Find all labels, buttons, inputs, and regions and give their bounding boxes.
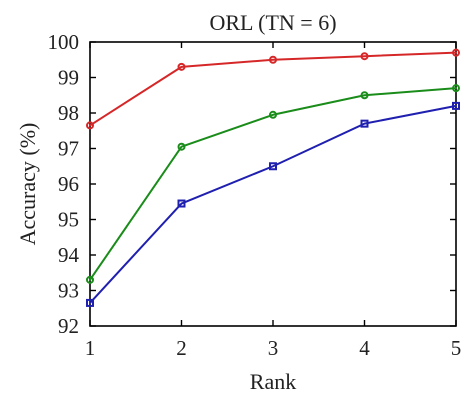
series-1-point: [86, 121, 94, 130]
y-axis-ticks: 92 93 94 95 96 97 98 99 100: [48, 30, 456, 338]
series-3-point: [269, 162, 277, 171]
series-3-point: [86, 298, 94, 307]
y-axis-label: Accuracy (%): [15, 123, 40, 246]
series-1-line: [89, 51, 457, 127]
x-tick-label: 1: [85, 336, 96, 360]
series-3-point: [360, 119, 369, 128]
y-tick-label: 94: [58, 243, 80, 267]
plot-frame: [89, 41, 457, 327]
chart-title: ORL (TN = 6): [209, 10, 336, 35]
y-tick-label: 93: [58, 279, 79, 303]
x-axis-label: Rank: [250, 369, 296, 394]
series-2-point: [177, 142, 186, 151]
series-1-point: [452, 48, 460, 57]
series-1-point: [360, 52, 369, 61]
y-tick-label: 100: [48, 30, 80, 54]
x-tick-label: 3: [268, 336, 279, 360]
series-1-point: [177, 62, 186, 71]
y-tick-label: 97: [58, 137, 79, 161]
series-3-line: [89, 104, 457, 304]
series-3-point: [177, 199, 186, 208]
series-2-line: [89, 87, 457, 281]
series-2-point: [452, 84, 460, 93]
series-3: [86, 101, 460, 307]
y-tick-label: 98: [58, 101, 79, 125]
x-axis-ticks: 1 2 3 4 5: [85, 42, 462, 360]
series-2-point: [360, 91, 369, 100]
y-tick-label: 99: [58, 66, 79, 90]
series-1: [86, 48, 460, 130]
series-2: [86, 84, 460, 284]
y-tick-label: 95: [58, 208, 79, 232]
series-3-point: [452, 101, 460, 110]
x-tick-label: 2: [176, 336, 187, 360]
series-1-point: [269, 55, 277, 64]
x-tick-label: 5: [451, 336, 462, 360]
series-2-point: [269, 110, 277, 119]
x-tick-label: 4: [359, 336, 370, 360]
series-layer: [86, 48, 460, 307]
series-2-point: [86, 275, 94, 284]
y-tick-label: 92: [58, 314, 79, 338]
y-tick-label: 96: [58, 172, 79, 196]
